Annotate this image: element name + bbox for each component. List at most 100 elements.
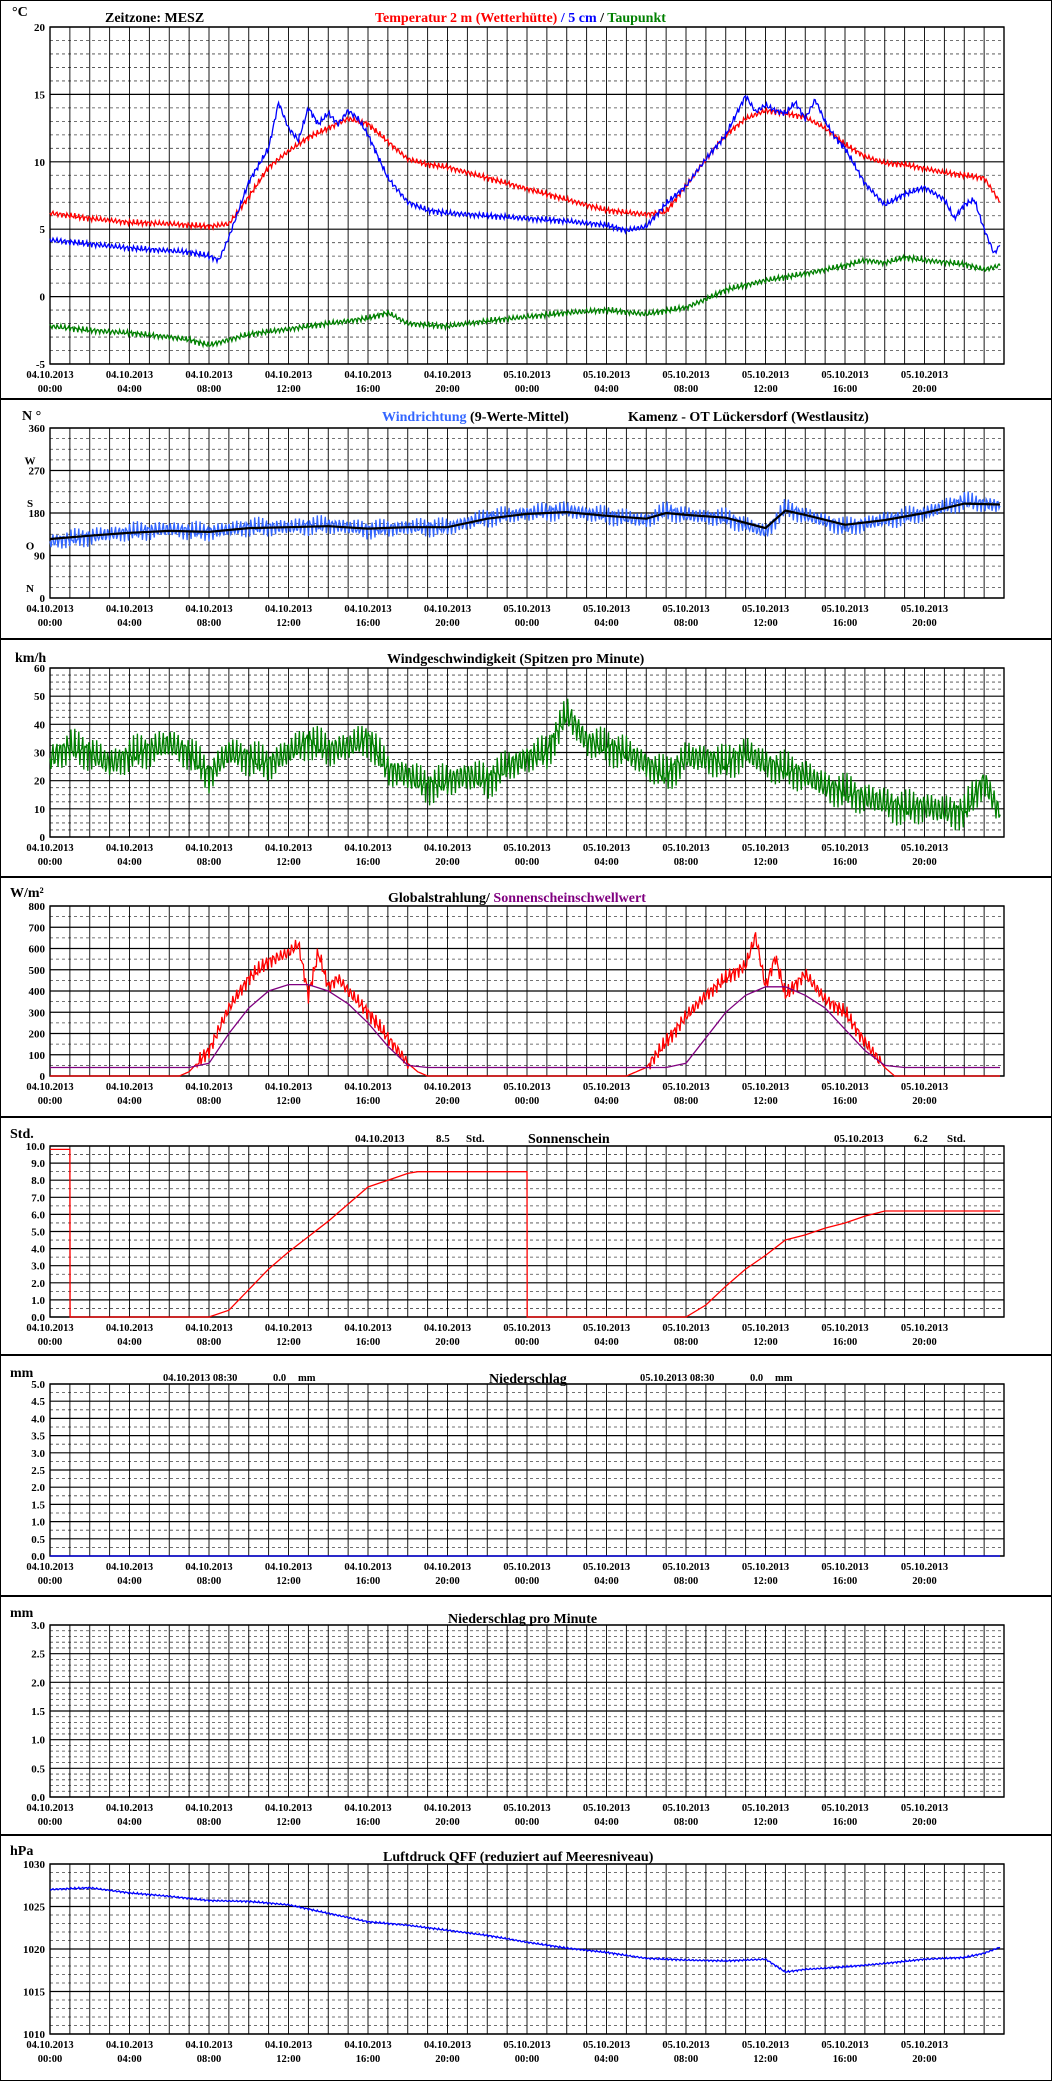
series-line-luftdruck-qff xyxy=(49,1886,1001,1974)
y-tick-label: 360 xyxy=(29,423,46,435)
x-tick-time: 04:00 xyxy=(594,1096,619,1107)
y-tick-label: 15 xyxy=(34,89,46,101)
plot-frame xyxy=(49,427,1005,599)
wind-speed-title: Windgeschwindigkeit (Spitzen pro Minute) xyxy=(387,652,645,667)
precip-minute-panel: mm Niederschlag pro Minute 3.02.52.01.51… xyxy=(0,1595,1052,1828)
x-tick-date: 04.10.2013 xyxy=(185,1082,232,1093)
x-tick-time: 20:00 xyxy=(435,618,460,629)
x-tick-time: 20:00 xyxy=(435,857,460,868)
wind-direction-axes: 36027018090004.10.201300:0004.10.201304:… xyxy=(0,398,1052,629)
x-tick-date: 04.10.2013 xyxy=(26,2040,73,2051)
x-tick-date: 04.10.2013 xyxy=(26,843,73,854)
sunshine-day1-unit: Std. xyxy=(466,1133,485,1145)
y-tick-label: 180 xyxy=(29,508,46,520)
x-tick-time: 08:00 xyxy=(674,857,699,868)
temperature-title-part-1: / xyxy=(557,11,568,26)
x-tick-date: 04.10.2013 xyxy=(185,1803,232,1814)
x-tick-date: 05.10.2013 xyxy=(901,604,948,615)
x-tick-date: 05.10.2013 xyxy=(901,370,948,381)
x-tick-date: 04.10.2013 xyxy=(26,604,73,615)
y-tick-label: 2.5 xyxy=(31,1649,45,1661)
x-tick-time: 08:00 xyxy=(197,1817,222,1828)
x-tick-time: 04:00 xyxy=(117,618,142,629)
y-tick-label: 300 xyxy=(29,1007,46,1019)
x-tick-time: 20:00 xyxy=(912,1096,937,1107)
x-tick-date: 05.10.2013 xyxy=(662,843,709,854)
x-tick-time: 20:00 xyxy=(912,857,937,868)
y-tick-label: 2.0 xyxy=(31,1278,45,1290)
x-tick-time: 08:00 xyxy=(197,857,222,868)
x-tick-time: 00:00 xyxy=(38,384,63,395)
x-tick-time: 16:00 xyxy=(833,384,858,395)
sunshine-day1-date: 04.10.2013 xyxy=(355,1133,405,1145)
x-tick-date: 05.10.2013 xyxy=(662,2040,709,2051)
precip-day2-unit: mm xyxy=(775,1373,793,1384)
x-tick-time: 00:00 xyxy=(38,1817,63,1828)
sunshine-day1-value: 8.5 xyxy=(436,1133,450,1145)
x-tick-time: 16:00 xyxy=(356,1337,381,1348)
x-tick-time: 12:00 xyxy=(753,1576,778,1587)
x-tick-date: 04.10.2013 xyxy=(424,604,471,615)
x-tick-date: 04.10.2013 xyxy=(106,843,153,854)
pressure-unit: hPa xyxy=(10,1844,33,1859)
compass-label: S xyxy=(27,498,33,510)
x-tick-time: 20:00 xyxy=(912,618,937,629)
temperature-title-part-0: Temperatur 2 m (Wetterhütte) xyxy=(375,11,558,26)
x-tick-time: 04:00 xyxy=(594,1337,619,1348)
timezone-label: Zeitzone: MESZ xyxy=(105,11,204,26)
precipitation-unit: mm xyxy=(10,1366,34,1381)
series-line-globalstrahlung xyxy=(50,932,1000,1077)
y-tick-label: 0.0 xyxy=(31,1792,45,1804)
x-tick-date: 04.10.2013 xyxy=(424,1323,471,1334)
y-tick-label: 5 xyxy=(40,224,46,236)
x-tick-time: 16:00 xyxy=(356,1817,381,1828)
x-tick-date: 04.10.2013 xyxy=(344,843,391,854)
x-tick-time: 16:00 xyxy=(356,384,381,395)
sunshine-day2-unit: Std. xyxy=(947,1133,966,1145)
x-tick-date: 05.10.2013 xyxy=(821,1562,868,1573)
plot-frame xyxy=(49,1624,1005,1798)
sunshine-title: Sonnenschein xyxy=(528,1132,610,1147)
x-tick-time: 20:00 xyxy=(435,2054,460,2065)
y-tick-label: 3.5 xyxy=(31,1431,45,1443)
x-tick-time: 12:00 xyxy=(753,1817,778,1828)
x-tick-time: 12:00 xyxy=(276,2054,301,2065)
x-tick-date: 04.10.2013 xyxy=(344,1803,391,1814)
x-tick-time: 04:00 xyxy=(117,384,142,395)
wind-speed-series xyxy=(49,698,1001,831)
series-line-9-werte-mittel xyxy=(49,502,1001,541)
y-tick-label: 2.0 xyxy=(31,1482,45,1494)
x-tick-time: 20:00 xyxy=(912,2054,937,2065)
x-tick-date: 05.10.2013 xyxy=(742,843,789,854)
y-tick-label: 2.5 xyxy=(31,1465,45,1477)
x-tick-date: 04.10.2013 xyxy=(26,1562,73,1573)
x-tick-date: 04.10.2013 xyxy=(424,843,471,854)
x-tick-date: 05.10.2013 xyxy=(583,1562,630,1573)
x-tick-time: 12:00 xyxy=(753,1337,778,1348)
y-tick-label: 10.0 xyxy=(26,1141,46,1153)
x-tick-time: 08:00 xyxy=(197,2054,222,2065)
x-tick-date: 04.10.2013 xyxy=(26,1323,73,1334)
x-tick-date: 05.10.2013 xyxy=(503,1562,550,1573)
x-tick-date: 04.10.2013 xyxy=(424,2040,471,2051)
y-tick-label: 3.0 xyxy=(31,1261,45,1273)
x-tick-date: 04.10.2013 xyxy=(185,604,232,615)
pressure-title: Luftdruck QFF (reduziert auf Meeresnivea… xyxy=(383,1850,654,1865)
x-tick-time: 04:00 xyxy=(117,857,142,868)
x-tick-time: 04:00 xyxy=(117,1337,142,1348)
x-tick-time: 00:00 xyxy=(515,384,540,395)
station-name: Kamenz - OT Lückersdorf (Westlausitz) xyxy=(628,410,869,425)
x-tick-date: 05.10.2013 xyxy=(503,1082,550,1093)
precip-day1-unit: mm xyxy=(298,1373,316,1384)
y-tick-label: 0 xyxy=(40,292,46,304)
x-tick-time: 00:00 xyxy=(515,857,540,868)
x-tick-time: 20:00 xyxy=(912,1576,937,1587)
x-tick-date: 04.10.2013 xyxy=(106,2040,153,2051)
x-tick-date: 05.10.2013 xyxy=(503,2040,550,2051)
y-tick-label: 60 xyxy=(34,663,46,675)
x-tick-date: 05.10.2013 xyxy=(901,1562,948,1573)
x-tick-time: 12:00 xyxy=(276,1337,301,1348)
y-tick-label: 1010 xyxy=(23,2029,46,2041)
x-tick-date: 04.10.2013 xyxy=(265,604,312,615)
